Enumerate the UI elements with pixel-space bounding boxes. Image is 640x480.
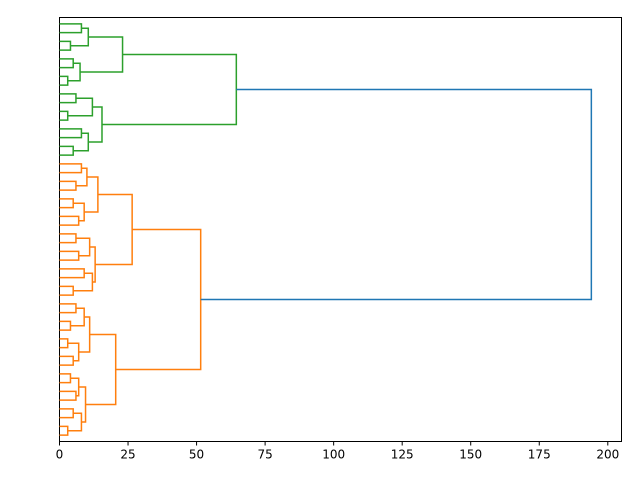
- link: [59, 23, 83, 34]
- axes-frame: [59, 17, 622, 442]
- link: [59, 250, 80, 261]
- link: [59, 268, 85, 279]
- x-tick-label: 200: [596, 448, 619, 462]
- link: [59, 233, 77, 244]
- link: [59, 285, 74, 296]
- link: [67, 412, 83, 432]
- link: [70, 27, 90, 47]
- link: [70, 307, 85, 327]
- link: [59, 320, 72, 331]
- link: [59, 390, 77, 401]
- link: [59, 215, 80, 226]
- x-tick-label: 75: [257, 448, 272, 462]
- link: [59, 408, 74, 419]
- link: [89, 246, 96, 283]
- x-tick-label: 150: [459, 448, 482, 462]
- link: [59, 355, 74, 366]
- link: [59, 198, 74, 209]
- link: [70, 377, 80, 397]
- x-tick-label: 0: [56, 448, 64, 462]
- link: [59, 338, 69, 349]
- link: [73, 272, 94, 292]
- x-tick-label: 100: [322, 448, 345, 462]
- link: [95, 193, 133, 266]
- link: [59, 425, 69, 436]
- link: [80, 36, 124, 73]
- link: [67, 342, 80, 362]
- link: [59, 93, 77, 104]
- x-tick-label: 25: [120, 448, 135, 462]
- link: [59, 180, 77, 191]
- link: [59, 128, 83, 139]
- link: [59, 58, 74, 69]
- link: [59, 303, 77, 314]
- link: [59, 75, 69, 86]
- link: [59, 145, 74, 156]
- link: [59, 373, 72, 384]
- x-tick-label: 50: [189, 448, 204, 462]
- link: [115, 228, 202, 371]
- x-tick-label: 125: [391, 448, 414, 462]
- link: [59, 40, 72, 51]
- x-tick-label: 175: [528, 448, 551, 462]
- link: [101, 53, 238, 126]
- link: [200, 88, 593, 301]
- link: [59, 163, 83, 174]
- link: [59, 110, 69, 121]
- link: [88, 106, 103, 143]
- link: [75, 167, 88, 187]
- link: [67, 97, 94, 117]
